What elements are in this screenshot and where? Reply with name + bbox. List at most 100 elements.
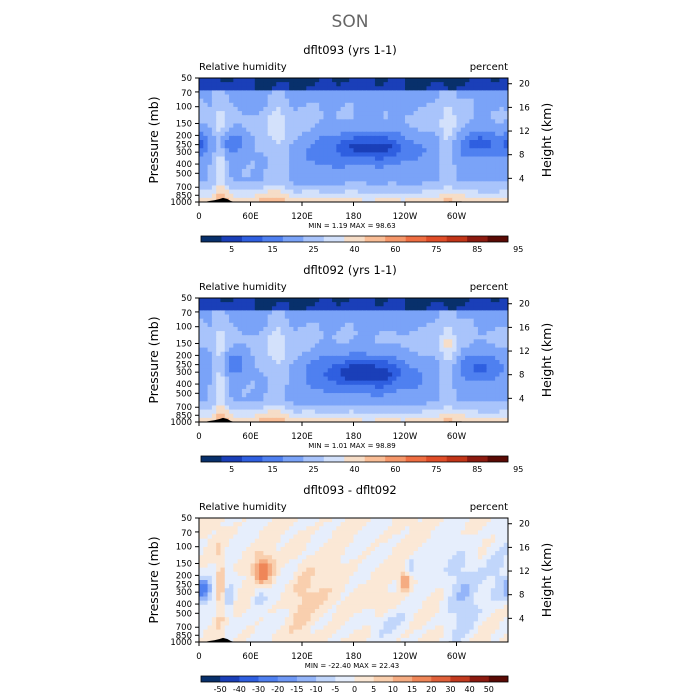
heatmap-cell: [435, 380, 440, 386]
heatmap-cell: [499, 168, 505, 174]
heatmap-cell: [271, 185, 277, 191]
heatmap-cell: [293, 343, 299, 349]
heatmap-cell: [233, 542, 239, 548]
heatmap-cell: [263, 123, 269, 129]
heatmap-cell: [203, 160, 209, 166]
heatmap-cell: [276, 98, 282, 104]
heatmap-cell: [374, 181, 380, 187]
heatmap-cell: [405, 322, 410, 328]
heatmap-cell: [306, 335, 312, 340]
heatmap-cell: [417, 102, 423, 108]
heatmap-cell: [374, 318, 380, 324]
heatmap-cell: [250, 542, 256, 548]
heatmap-cell: [271, 140, 277, 145]
heatmap-cell: [289, 82, 295, 87]
heatmap-cell: [319, 331, 325, 336]
heatmap-cell: [220, 413, 226, 419]
heatmap-cell: [224, 347, 230, 353]
heatmap-cell: [422, 160, 428, 166]
heatmap-cell: [306, 193, 312, 199]
heatmap-cell: [456, 335, 462, 340]
heatmap-cell: [344, 164, 350, 170]
heatmap-cell: [284, 322, 290, 328]
heatmap-cell: [503, 360, 508, 365]
heatmap-cell: [263, 376, 269, 382]
heatmap-cell: [387, 364, 393, 369]
heatmap-cell: [417, 376, 423, 382]
heatmap-cell: [495, 310, 501, 316]
heatmap-cell: [387, 351, 393, 357]
heatmap-cell: [271, 302, 277, 307]
y-tick-label: 150: [176, 119, 192, 129]
heatmap-cell: [327, 144, 333, 149]
heatmap-cell: [422, 380, 428, 386]
heatmap-cell: [263, 197, 269, 202]
heatmap-cell: [211, 526, 217, 531]
heatmap-cell: [460, 380, 466, 386]
heatmap-cell: [302, 127, 307, 133]
heatmap-cell: [447, 413, 453, 419]
heatmap-cell: [280, 522, 286, 527]
heatmap-cell: [289, 405, 295, 411]
heatmap-cell: [443, 526, 449, 531]
heatmap-cell: [229, 526, 234, 531]
heatmap-cell: [456, 326, 462, 332]
heatmap-cell: [370, 111, 376, 116]
heatmap-cell: [452, 140, 458, 145]
heatmap-cell: [417, 530, 423, 536]
heatmap-cell: [495, 318, 501, 324]
heatmap-cell: [344, 335, 350, 340]
heatmap-cell: [417, 98, 423, 104]
heatmap-cell: [417, 164, 423, 170]
heatmap-cell: [220, 193, 226, 199]
heatmap-cell: [314, 135, 320, 141]
heatmap-cell: [284, 123, 290, 129]
heatmap-cell: [439, 127, 445, 133]
heatmap-cell: [400, 310, 406, 316]
heatmap-cell: [370, 144, 376, 149]
heatmap-cell: [233, 526, 239, 531]
heatmap-cell: [473, 384, 479, 390]
heatmap-cell: [199, 526, 204, 531]
heatmap-cell: [297, 322, 303, 328]
heatmap-cell: [400, 405, 406, 411]
heatmap-cell: [443, 78, 449, 83]
heatmap-cell: [327, 131, 333, 137]
heatmap-cell: [241, 522, 247, 527]
heatmap-cell: [276, 127, 282, 133]
heatmap-cell: [499, 380, 505, 386]
heatmap-cell: [439, 123, 445, 129]
heatmap-cell: [254, 331, 260, 336]
heatmap-cell: [220, 380, 226, 386]
heatmap-cell: [323, 534, 329, 540]
y-axis-title: Pressure (mb): [146, 316, 161, 403]
heatmap-cell: [452, 393, 458, 398]
heatmap-cell: [503, 127, 508, 133]
heatmap-cell: [246, 355, 252, 361]
heatmap-cell: [503, 388, 508, 394]
heatmap-cell: [366, 360, 372, 365]
heatmap-cell: [259, 82, 264, 87]
heatmap-cell: [314, 102, 320, 108]
heatmap-cell: [366, 86, 372, 91]
heatmap-cell: [241, 197, 247, 202]
heatmap-cell: [319, 351, 325, 357]
heatmap-cell: [271, 173, 277, 178]
heatmap-cell: [319, 181, 325, 187]
heatmap-cell: [306, 331, 312, 336]
heatmap-cell: [370, 164, 376, 170]
heatmap-cell: [409, 94, 415, 100]
heatmap-cell: [349, 351, 355, 357]
heatmap-cell: [319, 347, 325, 353]
heatmap-cell: [306, 376, 312, 382]
heatmap-cell: [430, 94, 436, 100]
heatmap-cell: [366, 326, 372, 332]
heatmap-cell: [374, 534, 380, 540]
heatmap-cell: [409, 148, 415, 153]
heatmap-cell: [340, 310, 346, 316]
heatmap-cell: [327, 534, 333, 540]
heatmap-cell: [439, 355, 445, 361]
heatmap-cell: [422, 522, 428, 527]
heatmap-cell: [396, 123, 402, 129]
heatmap-cell: [323, 131, 329, 137]
